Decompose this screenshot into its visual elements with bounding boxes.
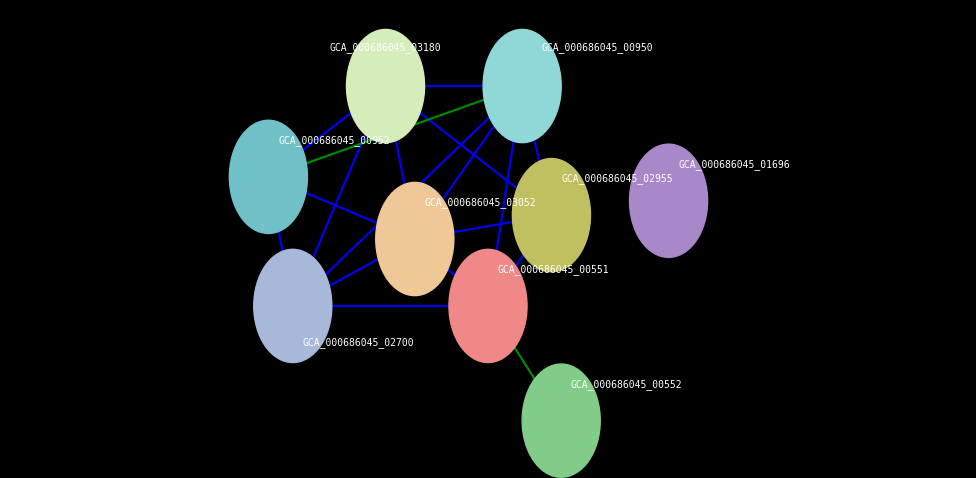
Ellipse shape [512,159,590,272]
Ellipse shape [522,364,600,477]
Text: GCA_000686045_02955: GCA_000686045_02955 [561,173,672,184]
Ellipse shape [346,30,425,142]
Ellipse shape [449,250,527,362]
Ellipse shape [376,183,454,295]
Text: GCA_000686045_00952: GCA_000686045_00952 [278,135,389,146]
Text: GCA_000686045_02700: GCA_000686045_02700 [303,337,414,348]
Text: GCA_000686045_00552: GCA_000686045_00552 [571,379,682,390]
Text: GCA_000686045_00950: GCA_000686045_00950 [542,42,653,53]
Ellipse shape [483,30,561,142]
Text: GCA_000686045_00551: GCA_000686045_00551 [498,264,609,275]
Text: GCA_000686045_01696: GCA_000686045_01696 [678,159,790,170]
Ellipse shape [229,120,307,233]
Ellipse shape [254,250,332,362]
Ellipse shape [630,144,708,257]
Text: GCA_000686045_03052: GCA_000686045_03052 [425,197,536,208]
Text: GCA_000686045_03180: GCA_000686045_03180 [330,42,441,53]
